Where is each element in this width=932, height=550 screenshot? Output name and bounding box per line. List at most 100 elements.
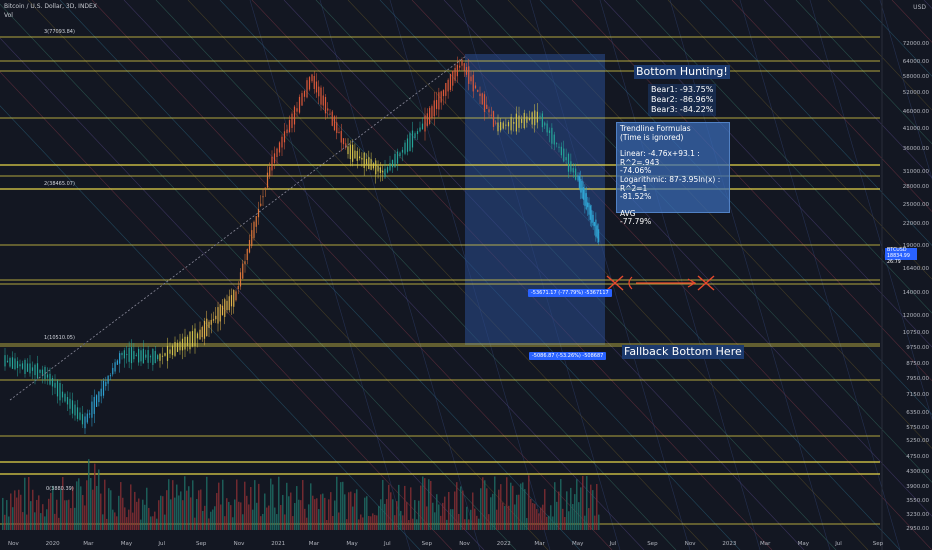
bear2-text: Bear2: -86.96%	[651, 95, 714, 104]
volume-bar	[284, 514, 286, 530]
candle-body	[541, 113, 543, 128]
volume-bar	[568, 511, 570, 530]
candle-body	[164, 353, 166, 356]
candle-body	[345, 143, 347, 149]
candle-body	[196, 333, 199, 339]
candle-body	[41, 369, 44, 375]
candle-body	[582, 187, 585, 200]
candle-body	[375, 160, 377, 175]
volume-bar	[60, 489, 62, 530]
volume-bar	[8, 516, 10, 530]
candle-body	[534, 110, 536, 126]
volume-bar	[394, 515, 396, 530]
volume-bar	[418, 500, 420, 530]
candle-body	[217, 307, 219, 324]
trend-fan-line	[379, 0, 901, 550]
candle-body	[438, 92, 440, 110]
volume-bar	[580, 487, 582, 530]
candle-body	[201, 327, 203, 338]
volume-bar	[362, 517, 364, 530]
candle-body	[39, 369, 41, 373]
candle-body	[109, 375, 112, 377]
trend-fan-line	[809, 0, 932, 421]
candle-body	[445, 82, 447, 96]
volume-bar	[346, 519, 348, 530]
volume-bar	[574, 494, 576, 530]
candle-body	[424, 115, 426, 132]
volume-bar	[268, 505, 270, 530]
y-tick-label: 9750.00	[906, 344, 929, 351]
bear3-text: Bear3: -84.22%	[651, 105, 714, 114]
volume-bar	[512, 485, 514, 530]
volume-bar	[56, 499, 58, 530]
x-tick-label: Nov	[8, 541, 19, 547]
candle-body	[95, 395, 98, 407]
volume-bar	[114, 512, 116, 530]
y-tick-label: 5750.00	[906, 424, 929, 431]
fib-label-0: 0(3880.39)	[46, 486, 74, 492]
candle-body	[595, 219, 597, 237]
volume-bar	[92, 489, 94, 530]
measure-label-2: -5086.87 (-53.26%) -508687	[529, 352, 607, 360]
candle-body	[306, 80, 308, 98]
volume-bar	[474, 508, 476, 530]
volume-bar	[274, 507, 276, 530]
candle-body	[479, 93, 481, 97]
volume-bar	[228, 501, 230, 530]
volume-bar	[558, 491, 560, 530]
candle-body	[308, 77, 311, 90]
candle-body	[288, 120, 291, 133]
volume-bar	[576, 479, 578, 530]
volume-bar	[422, 476, 424, 530]
candle-body	[142, 348, 144, 364]
candle-body	[507, 122, 510, 127]
x-tick-label: May	[797, 541, 809, 547]
candle-body	[531, 112, 533, 125]
volume-bar	[408, 519, 410, 530]
candle-body	[253, 221, 255, 238]
trend-fan-line	[59, 0, 581, 550]
volume-bar	[504, 505, 506, 530]
volume-bar	[174, 497, 176, 530]
volume-bar	[244, 481, 246, 530]
candle-body	[584, 188, 586, 206]
volume-bar	[86, 480, 88, 530]
candle-body	[327, 108, 329, 111]
candle-body	[159, 353, 161, 361]
candle-body	[224, 299, 226, 317]
volume-bar	[330, 492, 332, 530]
volume-bar	[142, 499, 144, 530]
volume-bar	[486, 488, 488, 530]
candle-body	[184, 336, 186, 350]
volume-bar	[392, 499, 394, 530]
volume-bar	[210, 511, 212, 530]
candle-body	[271, 156, 273, 171]
volume-bar	[130, 484, 132, 530]
candle-body	[114, 362, 116, 372]
candle-body	[598, 229, 600, 243]
y-tick-label: 4300.00	[906, 468, 929, 475]
candle-body	[363, 152, 365, 168]
candle-body	[286, 129, 288, 134]
candle-body	[465, 67, 468, 75]
volume-bar	[280, 504, 282, 530]
volume-bar	[250, 487, 252, 530]
candle-body	[483, 94, 486, 112]
volume-bar	[294, 503, 296, 530]
volume-bar	[564, 517, 566, 530]
volume-bar	[586, 476, 588, 530]
volume-bar	[296, 486, 298, 530]
candle-body	[404, 142, 406, 154]
candle-body	[477, 89, 479, 92]
volume-bar	[270, 478, 272, 530]
y-tick-label: 3550.00	[906, 497, 929, 504]
volume-bar	[226, 498, 228, 530]
candle-body	[128, 347, 130, 362]
volume-bar	[180, 491, 182, 530]
trend-fan-line	[91, 0, 613, 550]
candle-body	[461, 60, 463, 66]
trendline-formulas-box: Trendline Formulas (Time is ignored) Lin…	[616, 122, 730, 226]
volume-bar	[4, 514, 6, 530]
candle-body	[342, 138, 345, 145]
